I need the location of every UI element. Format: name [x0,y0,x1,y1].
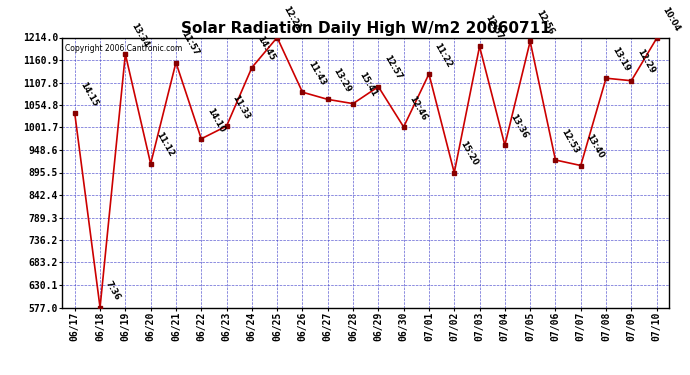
Text: 12:21: 12:21 [281,4,302,32]
Text: 14:15: 14:15 [79,81,100,108]
Text: 12:56: 12:56 [534,9,555,36]
Text: 7:36: 7:36 [104,280,122,302]
Text: 11:33: 11:33 [230,93,251,121]
Text: 12:53: 12:53 [559,127,580,155]
Text: 12:57: 12:57 [483,13,504,41]
Text: 14:10: 14:10 [205,106,226,134]
Text: 13:36: 13:36 [509,112,530,140]
Text: 12:29: 12:29 [635,48,656,76]
Text: 11:43: 11:43 [306,59,328,87]
Text: Copyright 2006 Cantronic.com: Copyright 2006 Cantronic.com [65,44,182,53]
Text: 12:57: 12:57 [382,54,404,82]
Title: Solar Radiation Daily High W/m2 20060711: Solar Radiation Daily High W/m2 20060711 [181,21,551,36]
Text: 15:20: 15:20 [458,140,480,168]
Text: 11:22: 11:22 [433,41,454,69]
Text: 13:19: 13:19 [610,45,631,73]
Text: 11:12: 11:12 [155,131,176,159]
Text: 13:29: 13:29 [331,67,353,94]
Text: 12:46: 12:46 [407,94,428,122]
Text: 11:57: 11:57 [179,30,201,57]
Text: 13:34: 13:34 [129,21,150,49]
Text: 13:40: 13:40 [584,133,606,160]
Text: 10:04: 10:04 [660,6,682,33]
Text: 15:41: 15:41 [357,71,378,99]
Text: 14:45: 14:45 [255,35,277,63]
